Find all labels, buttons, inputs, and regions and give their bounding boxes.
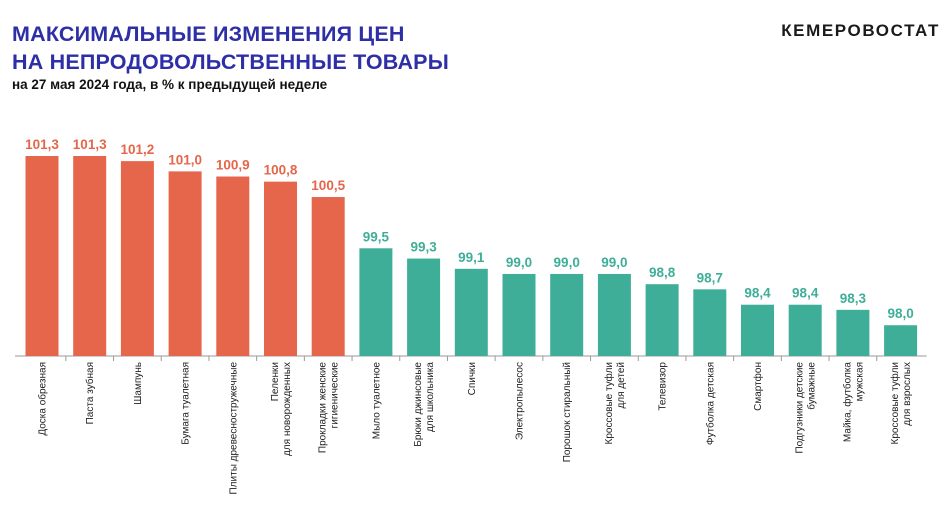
x-tick-label-line: Кроссовые туфли	[889, 362, 901, 444]
data-label: 101,0	[168, 152, 202, 167]
data-label: 99,1	[458, 250, 485, 265]
x-tick-label: Плиты древесностружечные	[228, 362, 239, 495]
bar	[73, 156, 107, 356]
x-tick-label-line: бумажные	[806, 362, 818, 410]
x-tick-label: Доска обрезная	[37, 362, 49, 436]
x-tick-label-line: Электропылесос	[515, 362, 526, 440]
data-label: 98,4	[792, 286, 819, 301]
data-label: 98,8	[649, 265, 676, 280]
data-label: 98,3	[840, 291, 867, 306]
bar	[264, 181, 297, 356]
bar	[216, 176, 250, 356]
x-tick-label-line: Прокладки женские	[318, 362, 329, 454]
x-tick-label-line: Брюки джинсовые	[413, 362, 424, 447]
bar	[502, 273, 536, 356]
x-tick-label-line: для школьника	[425, 362, 436, 432]
title-line-2: НА НЕПРОДОВОЛЬСТВЕННЫЕ ТОВАРЫ	[12, 50, 449, 74]
bar	[741, 304, 774, 356]
bar	[550, 273, 584, 356]
x-tick-label-line: Бумага туалетная	[181, 362, 192, 445]
x-tick-label: Спички	[467, 362, 478, 395]
chart-subtitle: на 27 мая 2024 года, в % к предыдущей не…	[12, 77, 328, 92]
x-tick-label-line: для взрослых	[902, 362, 913, 426]
data-label: 101,3	[25, 137, 59, 152]
x-tick-label: Кроссовые туфли для взрослых	[889, 362, 913, 444]
x-tick-label-line: для новорожденных	[282, 362, 293, 456]
bar	[884, 325, 918, 356]
x-tick-label: Паста зубная	[84, 362, 96, 424]
bar	[645, 284, 679, 356]
x-tick-label-line: для детей	[616, 362, 627, 409]
brand-logo: КЕМЕРОВОСТАТ	[781, 21, 940, 40]
bar	[836, 309, 870, 356]
x-tick-label-line: Смартфон	[752, 362, 764, 411]
x-tick-label-line: Доска обрезная	[37, 362, 49, 436]
bar	[25, 156, 59, 356]
x-tick-label: Электропылесос	[515, 362, 526, 440]
x-tick-label-line: Спички	[467, 362, 478, 395]
x-tick-label: Порошок стиральный	[562, 362, 573, 462]
x-tick-label-line: Пеленки	[270, 362, 281, 401]
x-tick-label-line: мужская	[854, 362, 865, 401]
bar	[454, 268, 488, 356]
bar	[120, 161, 154, 356]
data-label: 98,7	[697, 270, 723, 285]
x-tick-label-line: Майка, футболка	[841, 362, 853, 442]
data-label: 99,3	[410, 240, 437, 255]
bar	[693, 289, 727, 356]
x-tick-label-line: Порошок стиральный	[562, 362, 573, 462]
x-tick-label: Телевизор	[658, 362, 669, 411]
x-tick-label: Подгузники детские бумажные	[795, 362, 818, 454]
x-tick-label: Смартфон	[752, 362, 764, 411]
bar	[359, 248, 393, 356]
data-label: 99,5	[363, 229, 390, 244]
data-label: 100,9	[216, 158, 250, 173]
x-tick-label: Майка, футболка мужская	[841, 362, 865, 442]
x-tick-label-line: Шампунь	[133, 362, 144, 405]
bar	[168, 171, 202, 356]
data-label: 101,2	[121, 142, 155, 157]
data-label: 101,3	[73, 137, 107, 152]
data-label: 99,0	[506, 255, 532, 270]
bar	[311, 197, 345, 356]
data-label: 99,0	[554, 255, 580, 270]
x-tick-label-line: гигиенические	[330, 362, 341, 429]
data-label: 98,0	[887, 306, 913, 321]
x-tick-label: Шампунь	[133, 362, 144, 405]
x-tick-label: Мыло туалетное	[371, 362, 382, 440]
x-tick-label: Кроссовые туфли для детей	[603, 362, 627, 444]
x-tick-label: Бумага туалетная	[181, 362, 192, 445]
title-line-1: МАКСИМАЛЬНЫЕ ИЗМЕНЕНИЯ ЦЕН	[12, 22, 405, 46]
x-tick-label-line: Подгузники детские	[795, 362, 806, 454]
x-tick-label: Футболка детская	[704, 362, 716, 445]
data-label: 100,5	[311, 178, 345, 193]
x-tick-label-line: Мыло туалетное	[371, 362, 382, 440]
x-tick-label-line: Футболка детская	[704, 362, 716, 445]
bar	[788, 304, 822, 356]
x-tick-label-line: Кроссовые туфли	[603, 362, 615, 444]
chart-title: МАКСИМАЛЬНЫЕ ИЗМЕНЕНИЯ ЦЕН НА НЕПРОДОВОЛ…	[12, 20, 449, 76]
data-label: 100,8	[264, 163, 298, 178]
bar	[407, 258, 441, 356]
x-tick-label-line: Паста зубная	[84, 362, 96, 424]
bar	[597, 273, 631, 356]
x-tick-label: Брюки джинсовые для школьника	[413, 362, 436, 447]
data-label: 98,4	[744, 286, 771, 301]
x-tick-label: Пеленки для новорожденных	[270, 362, 293, 456]
x-tick-label: Прокладки женские гигиенические	[318, 362, 341, 454]
x-tick-label-line: Телевизор	[658, 362, 669, 411]
data-label: 99,0	[601, 255, 627, 270]
x-tick-label-line: Плиты древесностружечные	[228, 362, 239, 495]
